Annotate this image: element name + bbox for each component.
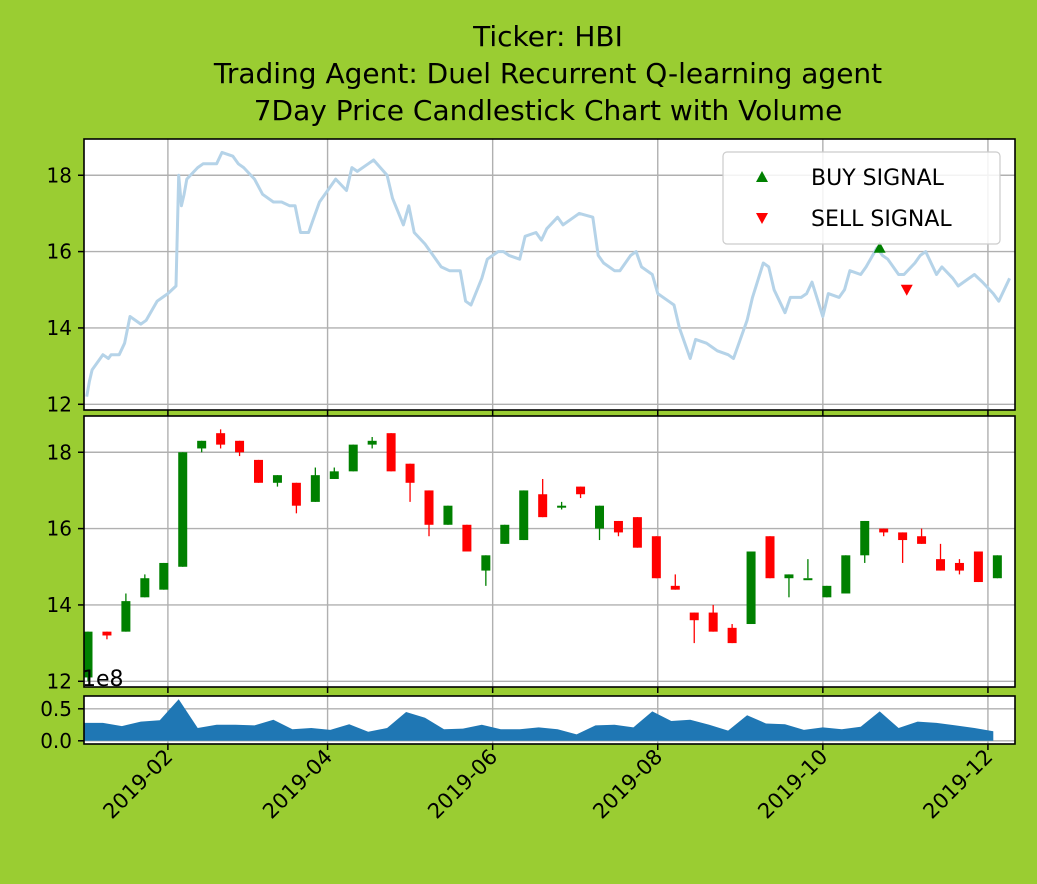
legend-buy-label: BUY SIGNAL — [811, 166, 945, 191]
legend-sell-marker — [756, 213, 768, 224]
volume-frame — [83, 695, 1016, 745]
candle-plot-area — [84, 416, 1015, 687]
candle-body — [651, 536, 661, 579]
candle-body — [367, 440, 377, 445]
price-frame — [83, 138, 1016, 411]
candle-body — [689, 612, 699, 621]
y-tick-label: 18 — [47, 163, 72, 187]
candle-body — [216, 433, 226, 445]
candles — [83, 429, 1002, 682]
candle-body — [841, 555, 851, 594]
y-tick-label: 14 — [47, 593, 72, 617]
candlestick-panel: 12 14 16 18 — [47, 415, 1016, 693]
candle-body — [291, 482, 301, 506]
candle-body — [102, 631, 112, 636]
candle-body — [235, 440, 245, 453]
candle-body — [860, 520, 870, 556]
candle-body — [443, 505, 453, 525]
legend-sell-label: SELL SIGNAL — [811, 207, 952, 232]
volume-y-axis: 0.00.5 — [40, 697, 84, 753]
candle-y-axis: 12 14 16 18 — [47, 440, 84, 693]
candle-body — [462, 524, 472, 552]
y-tick-label: 14 — [47, 316, 72, 340]
candle-x-ticks — [167, 687, 989, 693]
candle-body — [310, 475, 320, 502]
candle-body — [557, 505, 567, 508]
price-x-ticks — [167, 410, 989, 416]
chart-title: Ticker: HBI Trading Agent: Duel Recurren… — [213, 20, 882, 127]
legend-box — [722, 151, 1001, 245]
candle-body — [954, 562, 964, 571]
sell-signal-marker — [900, 284, 913, 296]
price-y-axis: 12 14 16 18 — [47, 163, 84, 416]
candle-body — [386, 433, 396, 472]
candle-body — [898, 532, 908, 541]
candle-body — [973, 551, 983, 583]
y-tick-label: 12 — [47, 392, 72, 416]
y-tick-label: 16 — [47, 240, 72, 264]
candle-body — [481, 555, 491, 571]
candle-body — [121, 601, 131, 632]
candle-body — [140, 578, 150, 598]
candle-body — [83, 631, 93, 678]
buy-signal-marker — [873, 241, 886, 253]
candle-body — [595, 505, 605, 529]
title-line-description: 7Day Price Candlestick Chart with Volume — [254, 94, 843, 127]
candle-body — [159, 562, 169, 590]
y-tick-label: 16 — [47, 517, 72, 541]
candle-frame — [83, 415, 1016, 688]
candle-body — [670, 585, 680, 590]
title-line-ticker: Ticker: HBI — [472, 20, 623, 53]
candle-body — [519, 490, 529, 541]
signal-markers — [873, 241, 913, 296]
legend-buy-marker — [756, 171, 768, 182]
candle-body — [727, 627, 737, 644]
candle-body — [632, 517, 642, 548]
title-line-agent: Trading Agent: Duel Recurrent Q-learning… — [213, 57, 882, 90]
candle-body — [576, 486, 586, 495]
y-tick-label: 12 — [47, 669, 72, 693]
volume-offset-label: 1e8 — [82, 667, 124, 692]
candle-body — [803, 578, 813, 581]
candle-body — [917, 536, 927, 544]
candle-body — [784, 574, 794, 579]
volume-area — [84, 699, 994, 741]
candle-body — [197, 440, 207, 449]
candle-body — [765, 536, 775, 579]
candle-body — [254, 459, 264, 483]
candle-body — [405, 463, 415, 483]
candle-body — [348, 444, 358, 472]
price-line — [85, 150, 1011, 397]
candle-body — [822, 585, 832, 598]
candle-body — [936, 559, 946, 571]
candle-body — [746, 551, 756, 625]
candle-body — [538, 494, 548, 518]
y-tick-label: 0.5 — [40, 697, 72, 721]
candle-body — [708, 612, 718, 632]
legend: BUY SIGNAL SELL SIGNAL — [722, 151, 1001, 245]
candle-body — [613, 520, 623, 533]
candle-body — [992, 555, 1002, 579]
candle-body — [879, 528, 889, 533]
y-tick-label: 18 — [47, 440, 72, 464]
candle-body — [272, 475, 282, 483]
y-tick-label: 0.0 — [40, 729, 72, 753]
candle-body — [500, 524, 510, 544]
price-panel: 12 14 16 18 BUY SIGNAL SELL SIGNAL — [47, 138, 1016, 416]
candle-body — [178, 452, 188, 567]
candle-body — [329, 471, 339, 479]
candle-body — [424, 490, 434, 525]
